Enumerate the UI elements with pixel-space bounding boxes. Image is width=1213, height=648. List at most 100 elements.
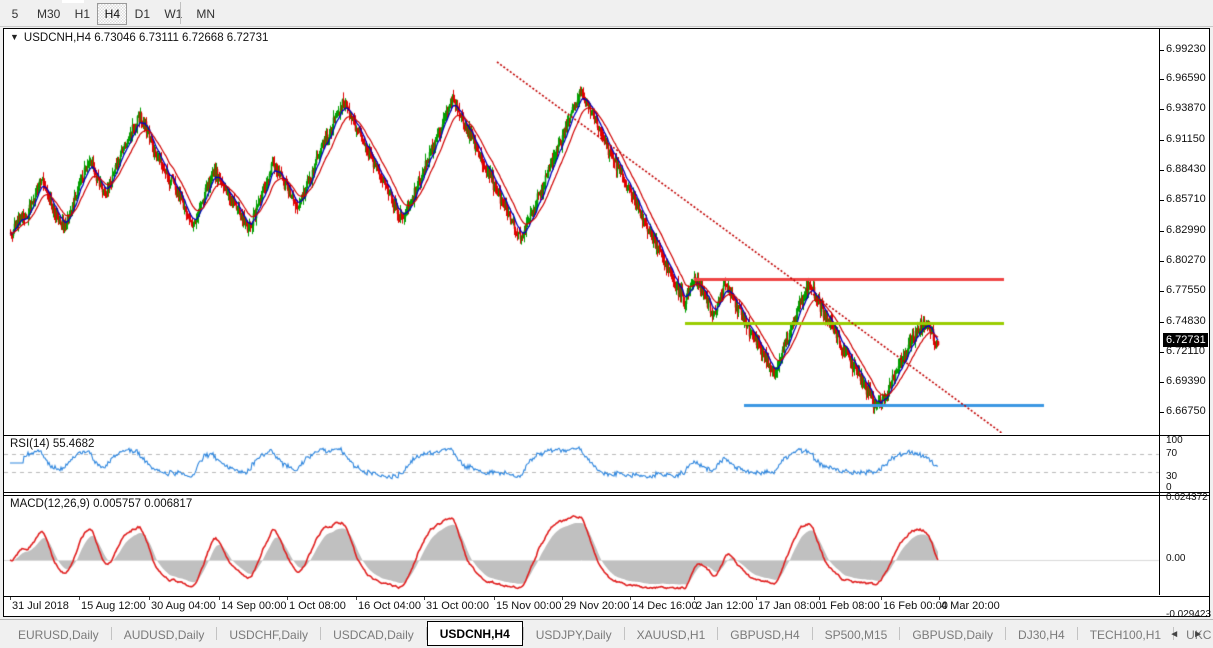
price-tick — [1160, 231, 1164, 232]
tab-separator — [717, 627, 719, 640]
time-label: 4 Mar 20:00 — [941, 600, 1000, 612]
time-tick — [562, 597, 563, 600]
price-tick — [1160, 79, 1164, 80]
time-tick — [356, 597, 357, 600]
time-tick — [424, 597, 425, 600]
chart-tab-list: EURUSD,Daily AUDUSD,Daily USDCHF,Daily USDC… — [6, 620, 1213, 648]
price-label: 6.85710 — [1166, 193, 1206, 205]
chart-frame[interactable]: ▼ USDCNH,H4 6.73046 6.73111 6.72668 6.727… — [3, 28, 1212, 620]
price-label: 6.93870 — [1166, 102, 1206, 114]
tab-separator — [811, 627, 813, 640]
price-chart-pane[interactable]: ▼ USDCNH,H4 6.73046 6.73111 6.72668 6.727… — [4, 29, 1209, 433]
price-tick — [1160, 382, 1164, 383]
price-candles-canvas[interactable] — [4, 29, 1209, 433]
time-tick — [819, 597, 820, 600]
timeframe-button-h1[interactable]: H1 — [74, 7, 91, 21]
chart-tab-usdcnh-h4[interactable]: USDCNH,H4 — [426, 621, 523, 646]
time-label: 2 Jan 12:00 — [696, 600, 754, 612]
price-scale-divider — [1159, 29, 1160, 595]
chart-tab-tech100-h1[interactable]: TECH100,H1 — [1089, 628, 1162, 642]
time-tick — [630, 597, 631, 600]
price-label: 6.82990 — [1166, 224, 1206, 236]
time-label: 29 Nov 20:00 — [564, 600, 630, 612]
macd-canvas — [4, 496, 1209, 595]
price-tick — [1160, 261, 1164, 262]
price-label: 6.74830 — [1166, 315, 1206, 327]
price-label: 6.69390 — [1166, 375, 1206, 387]
price-label: 6.66750 — [1166, 405, 1206, 417]
time-label: 31 Oct 00:00 — [426, 600, 489, 612]
timeframe-button-mn[interactable]: MN — [196, 7, 216, 21]
timeframe-toolbar: 5 M30 H1 H4 D1 W1 MN — [0, 0, 1213, 27]
time-label: 1 Feb 08:00 — [821, 600, 880, 612]
time-tick — [756, 597, 757, 600]
macd-indicator-pane[interactable]: MACD(12,26,9) 0.005757 0.006817 — [4, 495, 1209, 595]
time-label: 16 Feb 00:00 — [883, 600, 948, 612]
time-tick — [287, 597, 288, 600]
tab-separator — [320, 627, 322, 640]
chart-tab-dj30-h4[interactable]: DJ30,H4 — [1018, 628, 1065, 642]
time-axis[interactable]: 31 Jul 2018 15 Aug 12:00 30 Aug 04:00 14 Se… — [4, 596, 1209, 616]
rsi-label: RSI(14) 55.4682 — [10, 438, 95, 450]
rsi-scale-label: 100 — [1166, 435, 1183, 446]
tab-separator — [425, 627, 427, 640]
rsi-indicator-pane[interactable]: RSI(14) 55.4682 — [4, 435, 1209, 493]
tab-scroll-right-icon[interactable]: ► — [1193, 628, 1203, 640]
chart-tab-ukc[interactable]: UKC — [1186, 628, 1212, 642]
price-tick — [1160, 412, 1164, 413]
tab-separator — [1005, 627, 1007, 640]
tab-separator — [110, 627, 112, 640]
time-tick — [939, 597, 940, 600]
chart-ohlc-header: ▼ USDCNH,H4 6.73046 6.73111 6.72668 6.727… — [10, 32, 268, 44]
macd-scale-label: 0.024372 — [1166, 492, 1208, 503]
timeframe-button-group: 5 M30 H1 H4 D1 W1 MN — [0, 0, 222, 26]
price-tick — [1160, 352, 1164, 353]
tab-scroll-arrows: ◄ ► — [1169, 620, 1209, 648]
chart-tab-gbpusd-h4[interactable]: GBPUSD,H4 — [730, 628, 800, 642]
chart-tab-audusd-daily[interactable]: AUDUSD,Daily — [123, 628, 205, 642]
timeframe-button-5[interactable]: 5 — [11, 7, 19, 21]
price-tick — [1160, 50, 1164, 51]
time-label: 31 Jul 2018 — [12, 600, 69, 612]
chart-menu-triangle-icon[interactable]: ▼ — [10, 32, 19, 42]
timeframe-button-w1[interactable]: W1 — [164, 7, 183, 21]
time-tick — [149, 597, 150, 600]
tab-scroll-left-icon[interactable]: ◄ — [1169, 628, 1180, 640]
chart-tab-gbpusd-daily[interactable]: GBPUSD,Daily — [912, 628, 994, 642]
price-tick — [1160, 140, 1164, 141]
rsi-canvas — [4, 436, 1209, 492]
tab-separator — [1076, 627, 1078, 640]
rsi-scale-label: 30 — [1166, 471, 1178, 482]
time-label: 14 Dec 16:00 — [632, 600, 698, 612]
chart-tab-xauusd-h1[interactable]: XAUUSD,H1 — [636, 628, 706, 642]
chart-tab-usdjpy-daily[interactable]: USDJPY,Daily — [535, 628, 612, 642]
time-label: 1 Oct 08:00 — [289, 600, 346, 612]
macd-scale-label: -0.029423 — [1166, 609, 1212, 620]
chart-tab-sp500-m15[interactable]: SP500,M15 — [824, 628, 888, 642]
macd-scale-label: 0.00 — [1166, 553, 1186, 564]
timeframe-button-m30[interactable]: M30 — [37, 7, 61, 21]
price-label: 6.96590 — [1166, 72, 1206, 84]
time-label: 17 Jan 08:00 — [758, 600, 822, 612]
price-label: 6.91150 — [1166, 133, 1205, 145]
tab-separator — [899, 627, 901, 640]
price-label: 6.88430 — [1166, 163, 1206, 175]
time-tick — [10, 597, 11, 600]
timeframe-button-d1[interactable]: D1 — [134, 7, 151, 21]
chart-tab-usdchf-daily[interactable]: USDCHF,Daily — [229, 628, 309, 642]
chart-tabbar: EURUSD,Daily AUDUSD,Daily USDCHF,Daily USDC… — [0, 619, 1213, 648]
time-tick — [494, 597, 495, 600]
time-tick — [79, 597, 80, 600]
timeframe-button-h4[interactable]: H4 — [97, 3, 128, 25]
time-label: 30 Aug 04:00 — [151, 600, 216, 612]
price-tick — [1160, 109, 1164, 110]
chart-ohlc-text: USDCNH,H4 6.73046 6.73111 6.72668 6.7273… — [23, 32, 269, 44]
chart-tab-eurusd-daily[interactable]: EURUSD,Daily — [18, 628, 99, 642]
time-tick — [219, 597, 220, 600]
time-tick — [881, 597, 882, 600]
chart-tab-usdcad-daily[interactable]: USDCAD,Daily — [333, 628, 414, 642]
price-tick — [1160, 322, 1164, 323]
price-label: 6.72110 — [1166, 345, 1205, 357]
tab-separator — [216, 627, 218, 640]
